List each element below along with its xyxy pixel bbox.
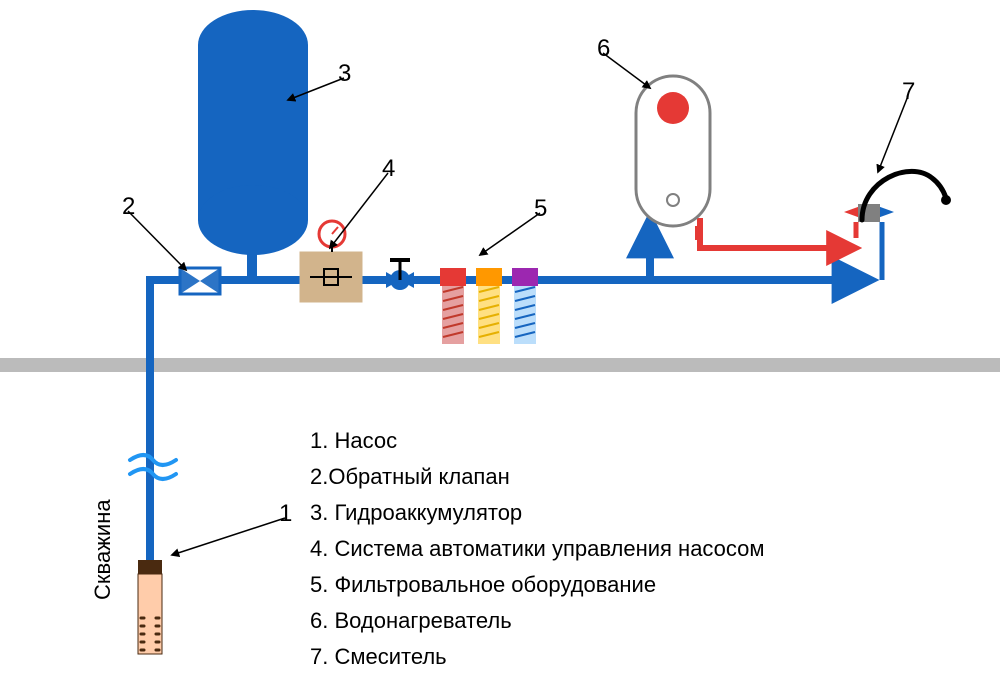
well-label: Скважина: [90, 499, 116, 600]
pump-top: [138, 560, 162, 574]
callout-number-5: 5: [534, 195, 547, 223]
callout-number-7: 7: [902, 78, 915, 106]
callout-leader-5: [480, 213, 540, 255]
heater-indicator: [657, 92, 689, 124]
diagram-canvas: 1 2 3 4 5 6 7 1. Насос 2.Обратный клапан 3. Гидро…: [0, 0, 1000, 694]
callout-number-2: 2: [122, 193, 135, 221]
filter-cap-1: [476, 268, 502, 286]
legend-l2: 2.Обратный клапан: [310, 464, 510, 490]
callout-leader-2: [128, 211, 186, 270]
callout-leader-7: [878, 96, 908, 172]
callout-leader-4: [330, 173, 388, 248]
callout-leader-1: [172, 518, 285, 555]
legend-l1: 1. Насос: [310, 428, 397, 454]
legend-l7: 7. Смеситель: [310, 644, 447, 670]
filter-cap-2: [512, 268, 538, 286]
accumulator-bottom: [198, 185, 308, 255]
legend-l4: 4. Система автоматики управления насосом: [310, 536, 765, 562]
hot-pipe: [700, 218, 855, 248]
callout-number-6: 6: [597, 35, 610, 63]
callout-number-3: 3: [338, 60, 351, 88]
mixer-spout-tip: [941, 195, 951, 205]
legend-l6: 6. Водонагреватель: [310, 608, 512, 634]
legend-l3: 3. Гидроаккумулятор: [310, 500, 522, 526]
callout-number-4: 4: [382, 155, 395, 183]
filter-cap-0: [440, 268, 466, 286]
callout-number-1: 1: [279, 500, 292, 528]
legend-l5: 5. Фильтровальное оборудование: [310, 572, 656, 598]
